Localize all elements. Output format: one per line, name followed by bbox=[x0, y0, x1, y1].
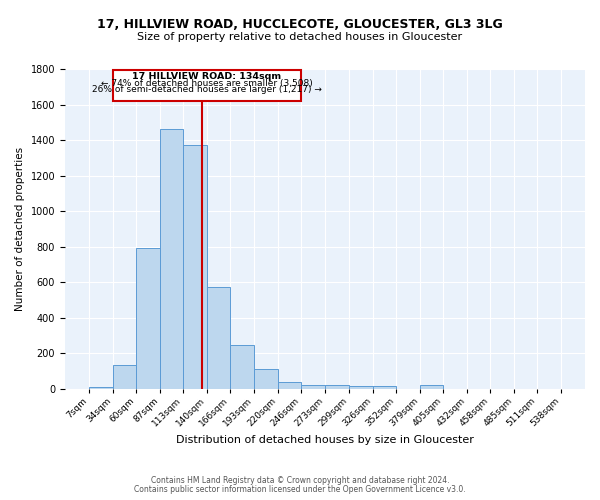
Bar bbox=[325, 384, 349, 389]
Text: Contains public sector information licensed under the Open Government Licence v3: Contains public sector information licen… bbox=[134, 485, 466, 494]
Bar bbox=[301, 384, 325, 389]
Bar bbox=[349, 386, 373, 389]
Bar bbox=[373, 386, 396, 389]
Bar bbox=[278, 382, 301, 389]
Bar bbox=[183, 144, 207, 389]
Text: 17 HILLVIEW ROAD: 134sqm: 17 HILLVIEW ROAD: 134sqm bbox=[133, 72, 281, 81]
Bar bbox=[207, 287, 230, 389]
Text: 17, HILLVIEW ROAD, HUCCLECOTE, GLOUCESTER, GL3 3LG: 17, HILLVIEW ROAD, HUCCLECOTE, GLOUCESTE… bbox=[97, 18, 503, 30]
Bar bbox=[113, 365, 136, 389]
Bar bbox=[254, 370, 278, 389]
Bar bbox=[230, 346, 254, 389]
Text: 26% of semi-detached houses are larger (1,217) →: 26% of semi-detached houses are larger (… bbox=[92, 86, 322, 94]
Bar bbox=[160, 128, 183, 389]
FancyBboxPatch shape bbox=[113, 70, 301, 102]
Text: ← 74% of detached houses are smaller (3,508): ← 74% of detached houses are smaller (3,… bbox=[101, 78, 313, 88]
Text: Contains HM Land Registry data © Crown copyright and database right 2024.: Contains HM Land Registry data © Crown c… bbox=[151, 476, 449, 485]
Bar bbox=[136, 248, 160, 389]
Y-axis label: Number of detached properties: Number of detached properties bbox=[15, 147, 25, 311]
Bar bbox=[89, 387, 113, 389]
Text: Size of property relative to detached houses in Gloucester: Size of property relative to detached ho… bbox=[137, 32, 463, 42]
X-axis label: Distribution of detached houses by size in Gloucester: Distribution of detached houses by size … bbox=[176, 435, 474, 445]
Bar bbox=[420, 386, 443, 389]
